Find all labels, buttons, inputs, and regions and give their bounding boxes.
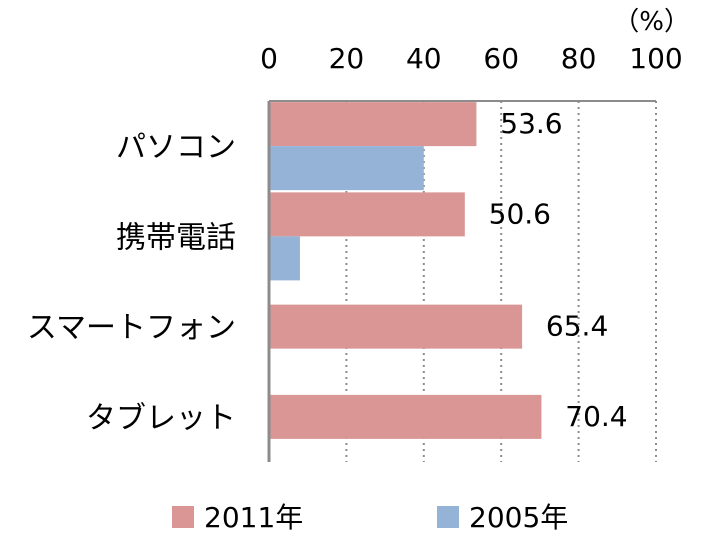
legend-label: 2005年	[469, 501, 568, 534]
x-axis-ticks: 0 20 40 60 80 100	[260, 42, 683, 75]
unit-label: （%）	[613, 7, 690, 37]
data-label: 65.4	[546, 310, 608, 343]
x-tick-label: 80	[561, 42, 597, 75]
bars	[269, 102, 542, 439]
legend-label: 2011年	[204, 501, 303, 534]
x-tick-label: 60	[483, 42, 519, 75]
data-label: 70.4	[565, 400, 627, 433]
x-tick-label: 0	[260, 42, 278, 75]
bar-2011	[269, 192, 465, 237]
bar-2011	[269, 102, 477, 147]
data-label: 50.6	[489, 197, 551, 230]
data-labels: 53.6 50.6 65.4 70.4	[489, 107, 628, 433]
legend: 2011年 2005年	[172, 501, 568, 534]
bar-2011	[269, 394, 542, 439]
category-label: タブレット	[86, 401, 236, 436]
category-label: スマートフォン	[27, 311, 236, 346]
category-label: パソコン	[116, 130, 236, 165]
legend-swatch	[172, 506, 194, 528]
x-tick-label: 100	[629, 42, 682, 75]
bar-2005	[269, 146, 424, 191]
legend-swatch	[437, 506, 459, 528]
x-tick-label: 20	[329, 42, 365, 75]
data-label: 53.6	[500, 107, 562, 140]
x-tick-label: 40	[406, 42, 442, 75]
bar-2005	[269, 236, 300, 281]
category-label: 携帯電話	[116, 220, 236, 255]
bar-2011	[269, 304, 523, 349]
